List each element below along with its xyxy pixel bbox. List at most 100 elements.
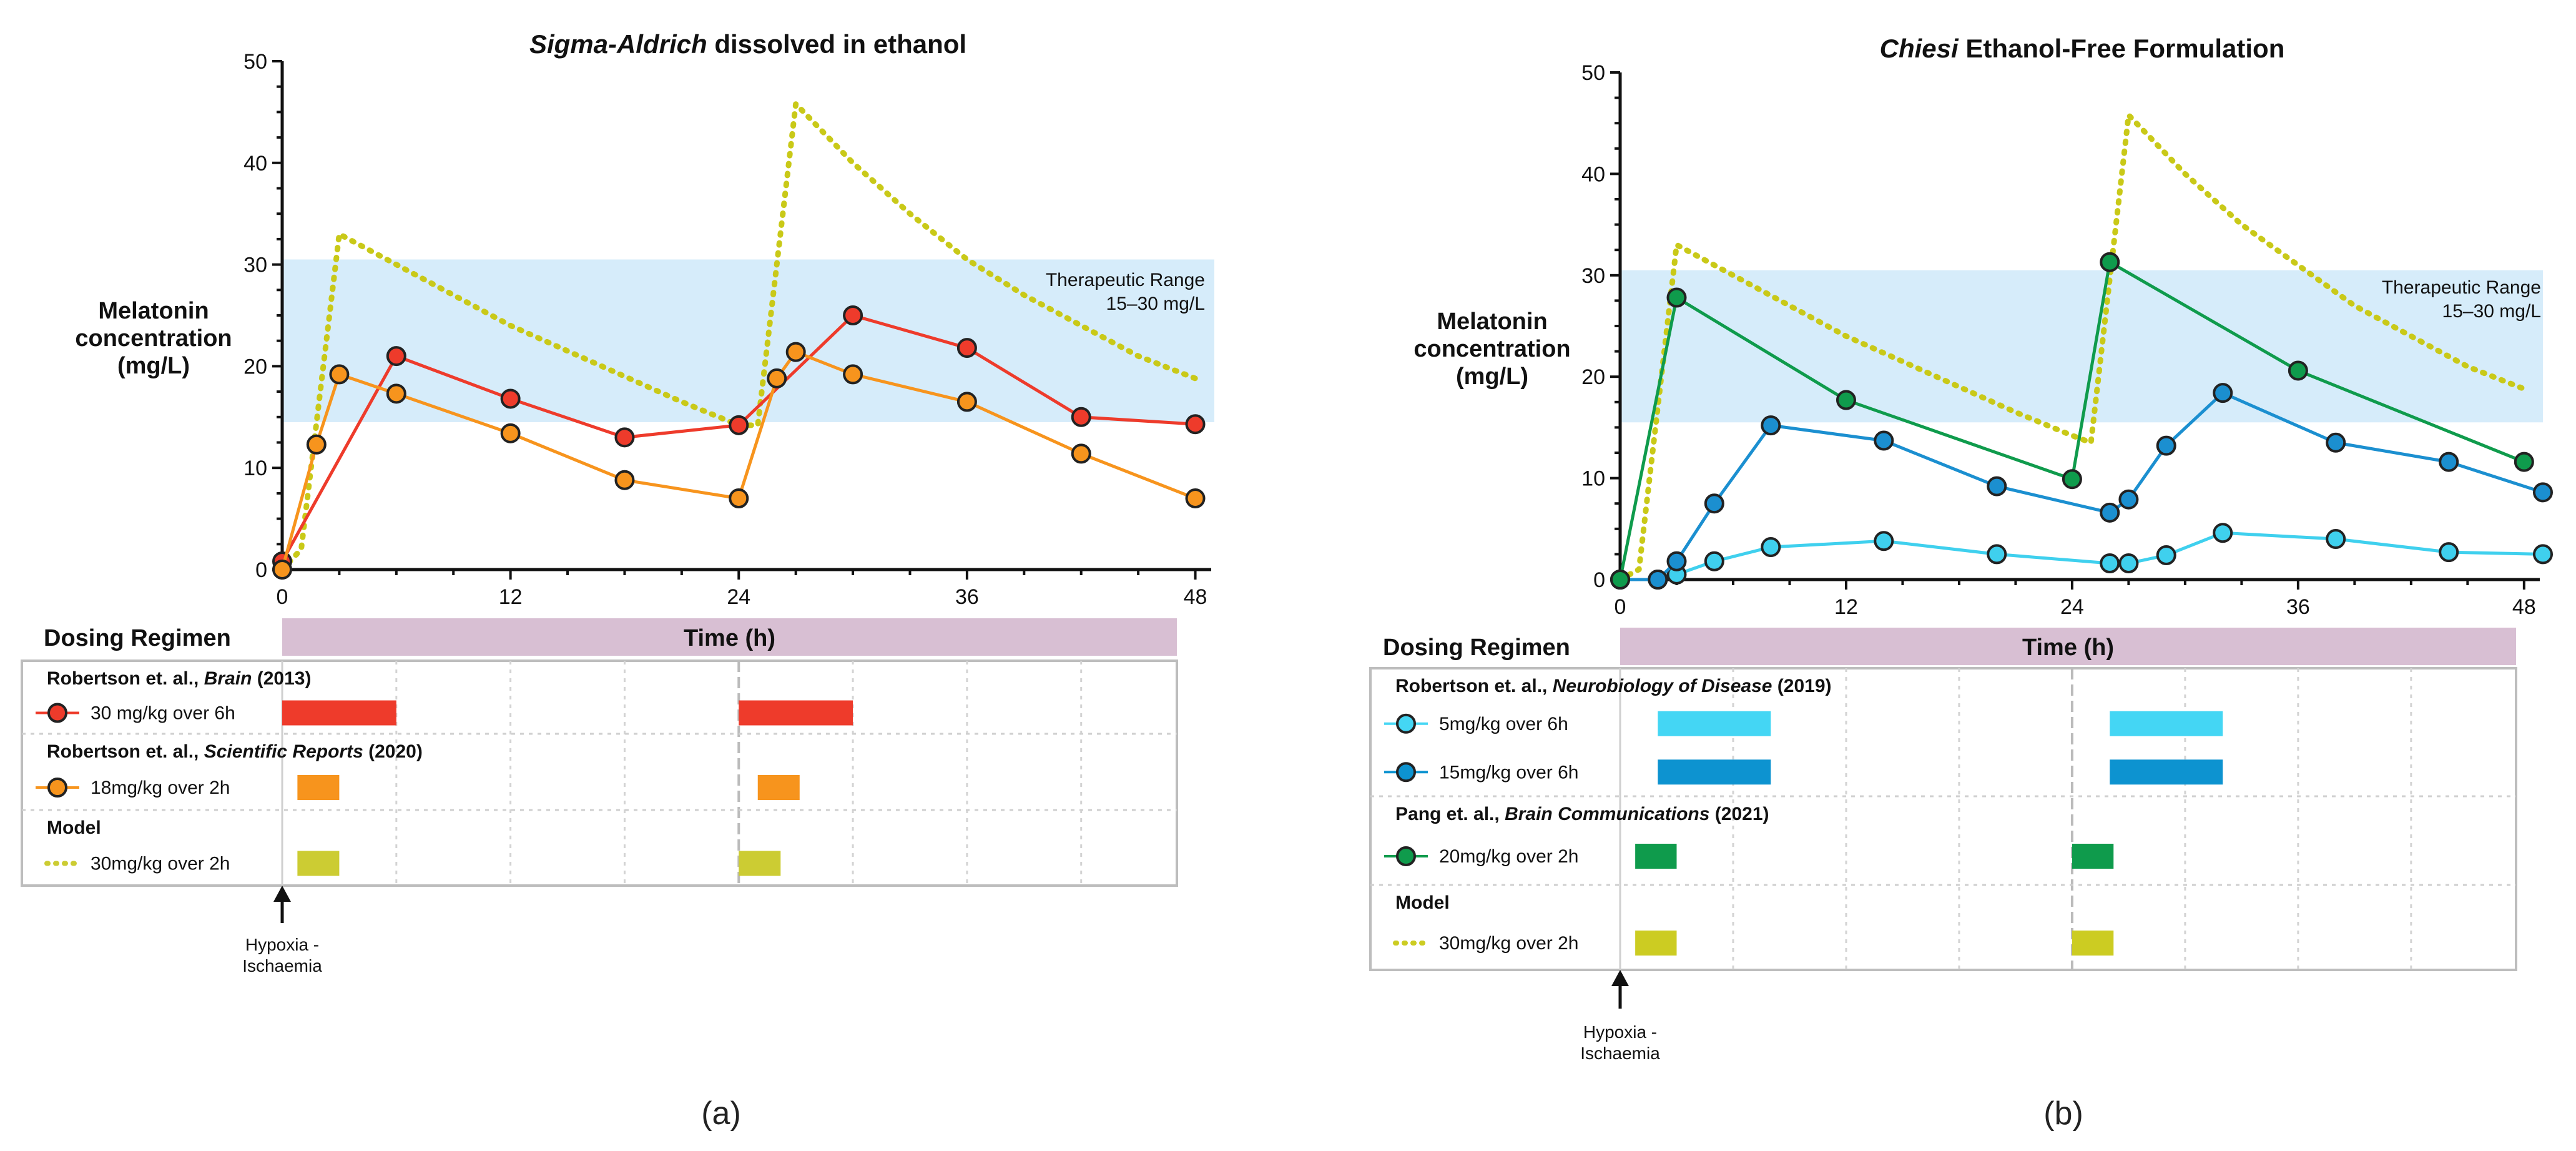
dose-bar-30mg-kg-over-2h: [2072, 931, 2114, 956]
data-point-20mg-kg-over-2h: [2514, 452, 2534, 472]
data-point-18mg-kg-over-2h: [1071, 443, 1091, 464]
time-header-bar: [282, 618, 1177, 656]
y-tick-label: 0: [255, 558, 267, 582]
dosing-table-box: [1369, 667, 2517, 971]
data-point-15mg-kg-over-6h: [2439, 452, 2459, 472]
panel-b: Therapeutic Range 15–30 mg/L Chiesi Ethano…: [1369, 34, 2553, 1132]
legend-label-30mg-kg-over-2h: 30mg/kg over 2h: [1439, 933, 1578, 954]
dose-bar-30mg-kg-over-2h: [1635, 931, 1677, 956]
data-point-30-mg-kg-over-6h: [500, 388, 521, 409]
dose-bar-30-mg-kg-over-6h: [282, 700, 396, 726]
data-point-5mg-kg-over-6h: [1987, 544, 2007, 565]
legend-label-30mg-kg-over-2h: 30mg/kg over 2h: [91, 854, 230, 874]
chart-title-normal: Ethanol-Free Formulation: [1959, 34, 2285, 63]
data-point-5mg-kg-over-6h: [2533, 544, 2553, 565]
panel-caption: (b): [2043, 1095, 2083, 1132]
therapeutic-range-label: 15–30 mg/L: [2442, 301, 2541, 322]
group-title-part: Pang et. al.,: [1395, 804, 1505, 824]
x-tick-label: 48: [1184, 585, 1207, 609]
hypoxia-label: Hypoxia -: [1583, 1022, 1657, 1042]
x-tick-label: 36: [2286, 595, 2310, 619]
dose-bar-15mg-kg-over-6h: [1658, 759, 1771, 785]
data-point-30-mg-kg-over-6h: [1185, 414, 1206, 435]
dose-bar-18mg-kg-over-2h: [297, 775, 340, 800]
chart-title: Sigma-Aldrich dissolved in ethanol: [529, 29, 966, 59]
x-tick-label: 0: [1615, 595, 1626, 619]
y-tick-label: 10: [243, 457, 267, 480]
y-tick-label: 30: [1581, 264, 1605, 288]
dose-bar-20mg-kg-over-2h: [2072, 844, 2114, 869]
group-title: Model: [1395, 892, 1450, 913]
dose-bar-20mg-kg-over-2h: [1635, 844, 1677, 869]
group-title-part: (2013): [252, 668, 311, 689]
data-point-20mg-kg-over-2h: [2288, 360, 2308, 381]
data-point-18mg-kg-over-2h: [1185, 488, 1206, 509]
time-header-bar: [1620, 628, 2516, 665]
data-point-15mg-kg-over-6h: [1874, 430, 1894, 451]
group-title-part: Brain: [204, 668, 252, 689]
data-point-15mg-kg-over-6h: [1704, 493, 1724, 514]
x-tick-label: 24: [727, 585, 750, 609]
dose-bar-30-mg-kg-over-6h: [739, 700, 853, 726]
x-tick-label: 0: [277, 585, 288, 609]
group-title: Model: [47, 818, 101, 838]
data-point-5mg-kg-over-6h: [1874, 531, 1894, 551]
data-point-30-mg-kg-over-6h: [843, 305, 863, 325]
group-title-part: Neurobiology of Disease: [1553, 676, 1772, 696]
data-point-18mg-kg-over-2h: [843, 364, 863, 385]
x-tick-label: 12: [1834, 595, 1858, 619]
legend-marker-30-mg-kg-over-6h: [47, 703, 67, 723]
dosing-regimen-heading: Dosing Regimen: [1383, 635, 1570, 661]
therapeutic-range-label: Therapeutic Range: [2382, 277, 2541, 298]
y-tick-label: 50: [243, 50, 267, 74]
series-line-5mg-kg-over-6h: [1620, 531, 2544, 581]
data-point-15mg-kg-over-6h: [1987, 476, 2007, 496]
y-axis-label: Melatonin: [98, 298, 209, 324]
series-line-15mg-kg-over-6h: [1620, 391, 2544, 581]
data-point-15mg-kg-over-6h: [2118, 489, 2139, 510]
y-tick-label: 20: [1581, 365, 1605, 389]
data-point-30-mg-kg-over-6h: [614, 427, 635, 448]
data-point-15mg-kg-over-6h: [2100, 502, 2120, 523]
group-title-part: (2021): [1709, 804, 1769, 824]
y-tick-label: 40: [243, 152, 267, 175]
group-title: Robertson et. al., Brain (2013): [47, 668, 311, 689]
data-point-5mg-kg-over-6h: [2439, 542, 2459, 563]
y-tick-label: 20: [243, 355, 267, 378]
y-axis-label: Melatonin: [1437, 309, 1547, 335]
data-point-20mg-kg-over-2h: [1666, 287, 1687, 308]
data-point-5mg-kg-over-6h: [1704, 551, 1724, 571]
hypoxia-arrow-head: [1611, 970, 1629, 986]
y-axis-label: concentration: [1413, 336, 1570, 362]
y-axis-label: (mg/L): [1456, 363, 1528, 390]
data-point-20mg-kg-over-2h: [1610, 570, 1630, 590]
data-point-15mg-kg-over-6h: [1666, 551, 1687, 571]
chart-title-italic: Chiesi: [1880, 34, 1959, 63]
data-point-15mg-kg-over-6h: [2326, 432, 2346, 453]
dose-bar-5mg-kg-over-6h: [2110, 711, 2223, 736]
data-point-18mg-kg-over-2h: [306, 434, 327, 455]
data-point-5mg-kg-over-6h: [2213, 523, 2233, 543]
data-point-30-mg-kg-over-6h: [386, 346, 406, 367]
data-point-15mg-kg-over-6h: [1761, 415, 1781, 436]
legend-marker-18mg-kg-over-2h: [47, 778, 67, 798]
time-header-label: Time (h): [684, 625, 775, 651]
legend-label-30-mg-kg-over-6h: 30 mg/kg over 6h: [91, 703, 235, 724]
data-point-5mg-kg-over-6h: [2118, 553, 2139, 574]
y-tick-label: 10: [1581, 467, 1605, 491]
group-title-part: Brain Communications: [1505, 804, 1709, 824]
data-point-5mg-kg-over-6h: [2326, 529, 2346, 550]
group-title-part: Model: [47, 818, 101, 838]
data-point-18mg-kg-over-2h: [386, 383, 406, 404]
data-point-30-mg-kg-over-6h: [956, 338, 977, 358]
series-line-model-30mg-kg-over-2h: [1617, 112, 2527, 583]
panel-a: Therapeutic Range 15–30 mg/L Sigma-Aldrich…: [21, 29, 1214, 1132]
x-tick-label: 24: [2060, 595, 2084, 619]
dose-bar-30mg-kg-over-2h: [297, 851, 340, 876]
data-point-18mg-kg-over-2h: [729, 488, 749, 509]
data-point-5mg-kg-over-6h: [1761, 537, 1781, 558]
dose-bar-5mg-kg-over-6h: [1658, 711, 1771, 736]
data-point-18mg-kg-over-2h: [614, 470, 635, 490]
data-point-20mg-kg-over-2h: [2100, 252, 2120, 272]
group-title-part: Scientific Reports: [204, 741, 363, 762]
